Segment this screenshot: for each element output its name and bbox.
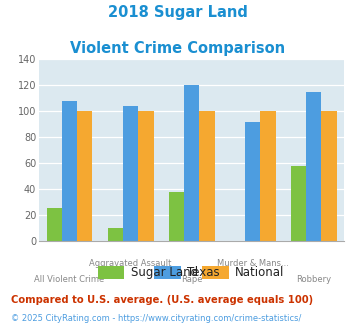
- Text: Violent Crime Comparison: Violent Crime Comparison: [70, 41, 285, 56]
- Text: Sugar Land: Sugar Land: [131, 266, 198, 279]
- Text: All Violent Crime: All Violent Crime: [34, 275, 105, 284]
- Text: Aggravated Assault: Aggravated Assault: [89, 259, 172, 268]
- Bar: [245, 122, 261, 241]
- Bar: [184, 85, 200, 241]
- Text: 2018 Sugar Land: 2018 Sugar Land: [108, 5, 247, 20]
- Bar: [47, 209, 62, 241]
- Bar: [169, 192, 184, 241]
- Text: Texas: Texas: [187, 266, 220, 279]
- Text: National: National: [235, 266, 285, 279]
- Text: Robbery: Robbery: [296, 275, 331, 284]
- Text: Rape: Rape: [181, 275, 202, 284]
- Bar: [123, 106, 138, 241]
- Bar: [261, 111, 275, 241]
- Text: Compared to U.S. average. (U.S. average equals 100): Compared to U.S. average. (U.S. average …: [11, 295, 313, 305]
- Bar: [62, 101, 77, 241]
- Text: © 2025 CityRating.com - https://www.cityrating.com/crime-statistics/: © 2025 CityRating.com - https://www.city…: [11, 314, 301, 323]
- Bar: [291, 166, 306, 241]
- Text: Murder & Mans...: Murder & Mans...: [217, 259, 289, 268]
- Bar: [77, 111, 92, 241]
- Bar: [108, 228, 123, 241]
- Bar: [306, 92, 322, 241]
- Bar: [138, 111, 153, 241]
- Bar: [322, 111, 337, 241]
- Bar: [200, 111, 214, 241]
